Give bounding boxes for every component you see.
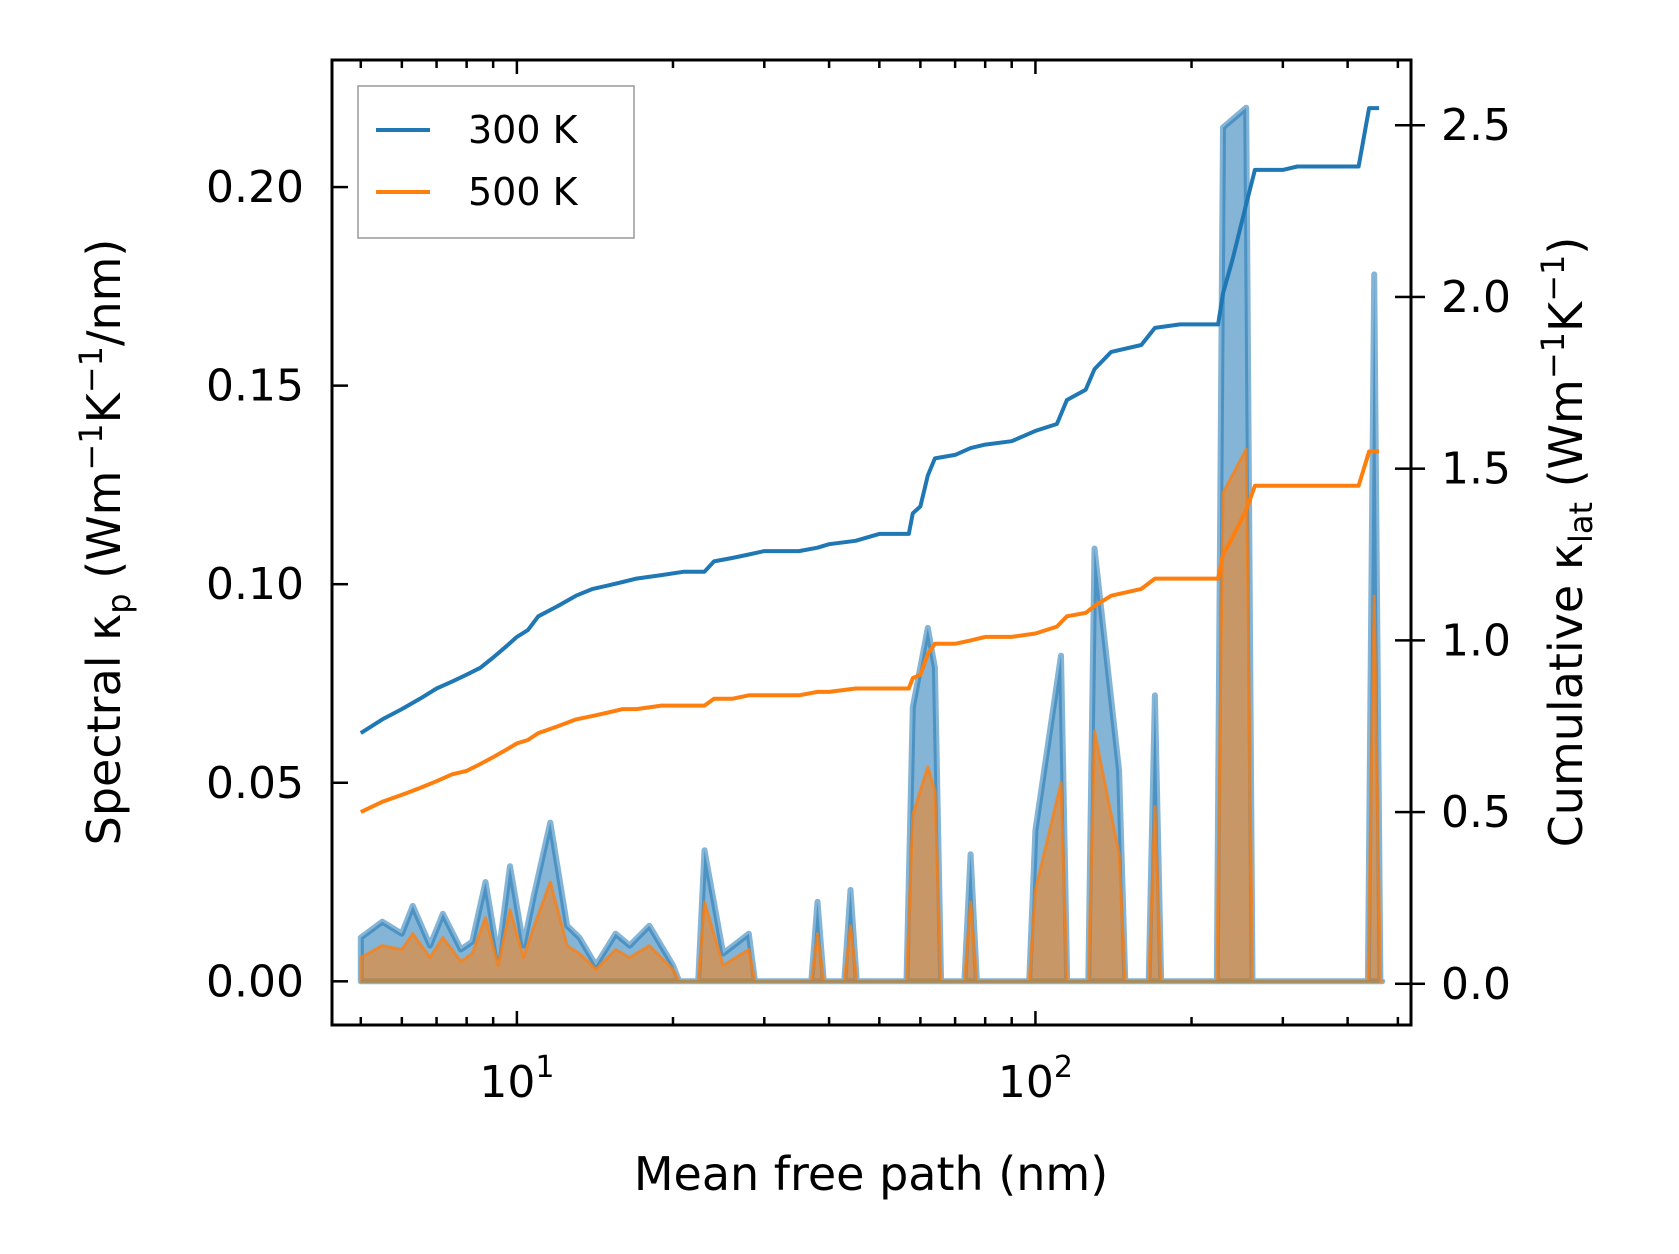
legend-box	[357, 85, 635, 239]
x-axis-title: Mean free path (nm)	[634, 1147, 1108, 1201]
x-tick-label: 101	[479, 1050, 554, 1108]
cumulative-layer	[359, 106, 1380, 814]
legend-label-300k: 300 K	[468, 108, 579, 152]
legend: 300 K 500 K	[357, 85, 635, 239]
plot-area	[330, 58, 1413, 1027]
x-axis: 101 102	[359, 60, 1400, 1108]
y-left-tick-label: 0.20	[206, 162, 304, 213]
y-right-tick-label: 2.5	[1441, 100, 1511, 151]
y-left-tick-label: 0.00	[206, 956, 304, 1007]
y-left-tick-label: 0.15	[206, 361, 304, 412]
y-right-tick-label: 0.5	[1441, 787, 1511, 838]
y-left-tick-label: 0.05	[206, 758, 304, 809]
y-axis-right: 0.0 0.5 1.0 1.5 2.0 2.5	[1395, 100, 1511, 1010]
y-left-tick-label: 0.10	[206, 559, 304, 610]
y-axis-left-title: Spectral κp (Wm−1K−1/nm)	[72, 239, 138, 846]
x-tick-label: 102	[998, 1050, 1073, 1108]
y-right-tick-label: 1.5	[1441, 444, 1511, 495]
y-right-tick-label: 2.0	[1441, 272, 1511, 323]
cumulative-line-500k	[359, 449, 1380, 814]
legend-label-500k: 500 K	[468, 170, 579, 214]
spectral-layer	[357, 104, 1386, 985]
y-axis-right-title: Cumulative κlat (Wm−1K−1)	[1534, 237, 1600, 848]
y-right-tick-label: 1.0	[1441, 615, 1511, 666]
cumulative-line-300k	[359, 106, 1380, 735]
y-right-tick-label: 0.0	[1441, 959, 1511, 1010]
plot-frame	[330, 58, 1413, 1027]
y-axis-left: 0.00 0.05 0.10 0.15 0.20	[206, 162, 348, 1007]
